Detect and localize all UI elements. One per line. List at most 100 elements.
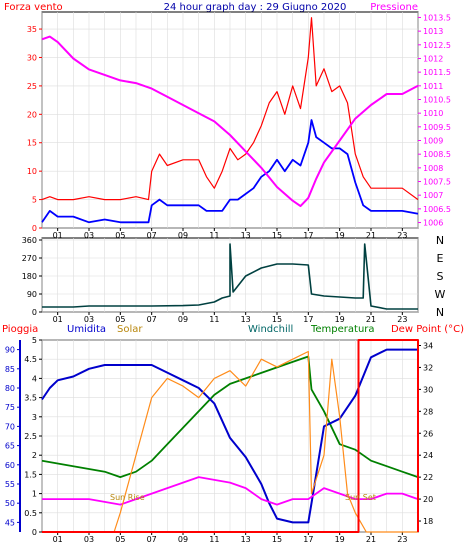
- x-tick-label: 09: [178, 315, 188, 324]
- rain-axis-label: 4: [32, 374, 37, 383]
- legend-humidity: Umidita: [67, 324, 106, 335]
- pressure-axis-label: 1013: [423, 27, 443, 36]
- x-tick-label: 15: [272, 231, 282, 240]
- x-tick-label: 01: [53, 535, 63, 544]
- rain-axis-label: 1.5: [24, 470, 37, 479]
- temp-axis-label: 20: [423, 495, 433, 504]
- x-tick-label: 01: [53, 315, 63, 324]
- x-tick-label: 07: [147, 315, 157, 324]
- wind-axis-label: 15: [27, 139, 37, 148]
- humidity-axis-label: 45: [5, 518, 15, 527]
- pressure-axis-label: 1009: [423, 137, 443, 146]
- x-tick-label: 23: [397, 535, 407, 544]
- wind-axis-label: 20: [27, 110, 37, 119]
- wind-axis-label: 0: [32, 224, 37, 233]
- rain-axis-label: 3: [32, 413, 37, 422]
- temp-axis-label: 26: [423, 429, 433, 438]
- series-rain: [42, 339, 419, 533]
- legend-windchill: Windchill: [248, 324, 293, 335]
- pressure-axis-label: 1006.5: [423, 205, 451, 214]
- compass-label: W: [435, 288, 446, 301]
- x-tick-label: 09: [178, 535, 188, 544]
- x-tick-label: 03: [84, 535, 94, 544]
- humidity-axis-label: 80: [5, 384, 15, 393]
- winddir-axis-label: 0: [32, 308, 37, 317]
- x-tick-label: 09: [178, 231, 188, 240]
- winddir-axis-label: 270: [22, 254, 37, 263]
- pressure-axis-label: 1011.5: [423, 68, 451, 77]
- series-wind: [41, 17, 419, 201]
- rain-axis-label: 1: [32, 490, 37, 499]
- pressure-axis-label: 1006: [423, 219, 443, 228]
- series-humidity: [41, 348, 418, 524]
- x-tick-label: 19: [335, 315, 345, 324]
- annotation-sunset: Sun Set: [345, 493, 376, 502]
- x-tick-label: 05: [115, 231, 125, 240]
- humidity-axis-label: 55: [5, 480, 15, 489]
- compass-label: E: [437, 252, 444, 265]
- compass-label: N: [436, 234, 444, 247]
- x-tick-label: 11: [209, 315, 219, 324]
- humidity-axis-label: 50: [5, 499, 15, 508]
- rain-axis-label: 0.5: [24, 509, 37, 518]
- x-tick-label: 19: [335, 535, 345, 544]
- pressure-axis-label: 1008.5: [423, 150, 451, 159]
- legend-temperature: Temperatura: [310, 324, 375, 335]
- winddir-axis-label: 90: [27, 290, 37, 299]
- pressure-axis-label: 1012.5: [423, 41, 451, 50]
- x-tick-label: 05: [115, 535, 125, 544]
- pressure-axis-label: 1008: [423, 164, 443, 173]
- series-winddir: [42, 243, 418, 310]
- legend-solar: Solar: [117, 324, 143, 335]
- temp-axis-label: 28: [423, 407, 433, 416]
- x-tick-label: 01: [53, 231, 63, 240]
- x-tick-label: 13: [241, 231, 251, 240]
- wind-axis-label: 5: [32, 196, 37, 205]
- pressure-axis-label: 1010: [423, 109, 443, 118]
- rain-axis-label: 2: [32, 451, 37, 460]
- x-tick-label: 03: [84, 231, 94, 240]
- x-tick-label: 17: [303, 231, 313, 240]
- left-label: Forza vento: [4, 2, 63, 13]
- pressure-axis-label: 1007: [423, 191, 443, 200]
- x-tick-label: 21: [366, 231, 376, 240]
- x-tick-label: 23: [397, 231, 407, 240]
- humidity-axis-label: 65: [5, 442, 15, 451]
- legend-rain: Pioggia: [2, 324, 38, 335]
- x-tick-label: 07: [147, 231, 157, 240]
- series-dewpoint: [42, 476, 419, 506]
- x-tick-label: 11: [209, 231, 219, 240]
- humidity-axis-label: 85: [5, 365, 15, 374]
- series-gust: [41, 119, 419, 224]
- x-tick-label: 21: [366, 315, 376, 324]
- x-tick-label: 03: [84, 315, 94, 324]
- series-pressure: [41, 35, 419, 208]
- temp-axis-label: 22: [423, 473, 433, 482]
- temp-axis-label: 24: [423, 451, 433, 460]
- x-tick-label: 13: [241, 535, 251, 544]
- x-tick-label: 07: [147, 535, 157, 544]
- legend-dewpoint: Dew Point (°C): [391, 324, 464, 335]
- wind-axis-label: 25: [27, 82, 37, 91]
- rain-axis-label: 5: [32, 336, 37, 345]
- temp-axis-label: 30: [423, 385, 433, 394]
- x-tick-label: 17: [303, 315, 313, 324]
- humidity-axis-label: 75: [5, 403, 15, 412]
- x-tick-label: 19: [335, 231, 345, 240]
- x-tick-label: 21: [366, 535, 376, 544]
- temp-axis-label: 18: [423, 517, 433, 526]
- x-tick-label: 15: [272, 535, 282, 544]
- right-label: Pressione: [370, 2, 418, 13]
- pressure-axis-label: 1009.5: [423, 123, 451, 132]
- wind-axis-label: 35: [27, 25, 37, 34]
- pressure-axis-label: 1011: [423, 82, 443, 91]
- page-title: 24 hour graph day : 29 Giugno 2020: [164, 2, 347, 13]
- humidity-axis-label: 70: [5, 422, 15, 431]
- series-solar: [42, 350, 418, 533]
- rain-axis-label: 0: [32, 528, 37, 537]
- humidity-axis-label: 60: [5, 461, 15, 470]
- wind-axis-label: 30: [27, 53, 37, 62]
- x-tick-label: 15: [272, 315, 282, 324]
- rain-axis-label: 4.5: [24, 355, 37, 364]
